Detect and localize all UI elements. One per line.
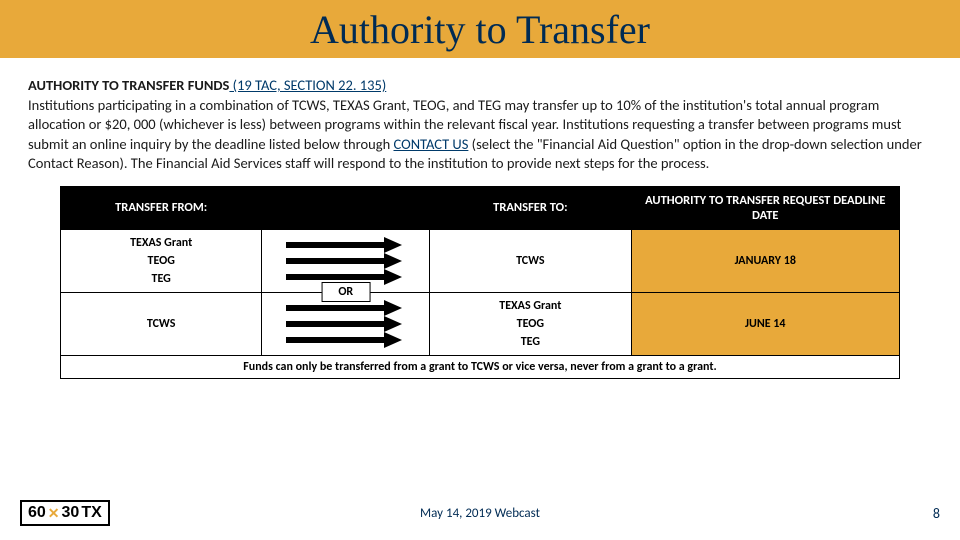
heading-bold: AUTHORITY TO TRANSFER FUNDS (28, 76, 229, 94)
logo-x-icon: ✕ (48, 505, 60, 522)
tac-link[interactable]: (19 TAC, SECTION 22. 135) (229, 76, 386, 94)
transfer-table: TRANSFER FROM: TRANSFER TO: AUTHORITY TO… (60, 186, 900, 379)
title-bar: Authority to Transfer (0, 0, 960, 58)
table-row: TEXAS GrantTEOGTEG OR TCWS JANUARY 18 (61, 229, 900, 292)
th-deadline: AUTHORITY TO TRANSFER REQUEST DEADLINE D… (631, 186, 899, 229)
table-footnote: Funds can only be transferred from a gra… (61, 355, 900, 378)
cell-to-2: TEXAS GrantTEOGTEG (430, 292, 631, 355)
cell-to-1: TCWS (430, 229, 631, 292)
cell-arrow-1: OR (262, 229, 430, 292)
cell-from-2: TCWS (61, 292, 262, 355)
arrow-right-icon (286, 272, 406, 282)
cell-from-1: TEXAS GrantTEOGTEG (61, 229, 262, 292)
arrow-right-icon (286, 335, 406, 345)
to-list-2: TEXAS GrantTEOGTEG (432, 297, 628, 351)
arrow-right-icon (286, 303, 406, 313)
cell-deadline-2: JUNE 14 (631, 292, 899, 355)
cell-deadline-1: JANUARY 18 (631, 229, 899, 292)
arrow-right-icon (286, 240, 406, 250)
contact-us-link[interactable]: CONTACT US (393, 135, 468, 153)
page-title: Authority to Transfer (310, 6, 650, 53)
table-row: TCWS TEXAS GrantTEOGTEG JUNE 14 (61, 292, 900, 355)
th-arrow (262, 186, 430, 229)
body-paragraph: AUTHORITY TO TRANSFER FUNDS (19 TAC, SEC… (28, 76, 932, 174)
table-footnote-row: Funds can only be transferred from a gra… (61, 355, 900, 378)
arrow-right-icon (286, 319, 406, 329)
th-from: TRANSFER FROM: (61, 186, 262, 229)
footer-date: May 14, 2019 Webcast (420, 506, 540, 521)
transfer-table-wrap: TRANSFER FROM: TRANSFER TO: AUTHORITY TO… (60, 186, 900, 379)
arrow-right-icon (286, 256, 406, 266)
page-number: 8 (933, 505, 940, 522)
from-list-1: TEXAS GrantTEOGTEG (63, 234, 259, 288)
or-badge: OR (321, 282, 370, 302)
logo-part: 30 (62, 504, 80, 522)
logo-part: TX (81, 504, 101, 522)
footer: 60 ✕ 30 TX May 14, 2019 Webcast 8 (0, 500, 960, 526)
logo-part: 60 (28, 504, 46, 522)
table-header-row: TRANSFER FROM: TRANSFER TO: AUTHORITY TO… (61, 186, 900, 229)
logo-60x30tx: 60 ✕ 30 TX (20, 500, 110, 526)
th-to: TRANSFER TO: (430, 186, 631, 229)
